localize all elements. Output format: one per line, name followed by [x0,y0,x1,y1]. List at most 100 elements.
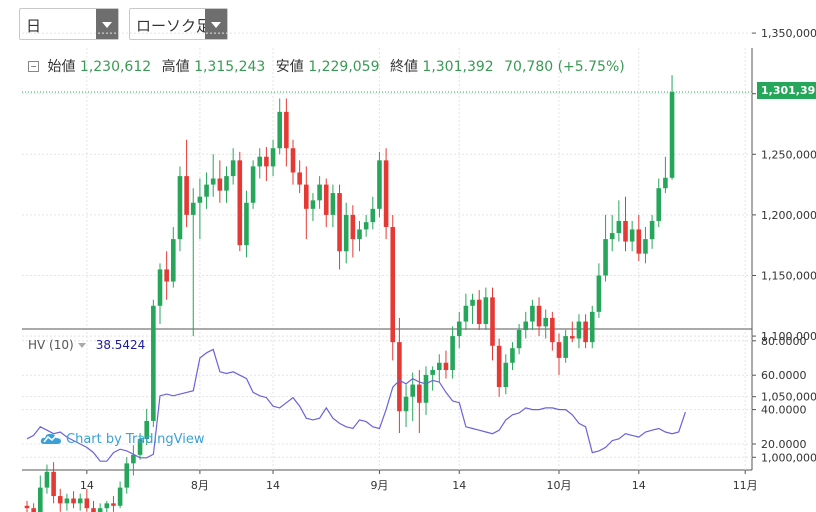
candle-up [456,321,462,337]
close-label: 終値 [389,59,418,75]
candle-up [124,463,130,488]
candle-up [483,297,489,324]
candle-down [91,508,96,512]
candle-down [443,362,449,371]
candle-up [363,222,369,230]
candle-up [563,336,568,358]
candle-up [669,92,675,178]
chart-style-value: ローソク足 [136,17,212,35]
candle-down [84,498,90,509]
candle-down [383,160,389,228]
candle-up [104,503,110,509]
candle-up [357,229,362,240]
candle-up [44,471,50,488]
tradingview-watermark[interactable]: Chart by TradingView [40,431,204,447]
open-value: 1,230,612 [79,59,152,75]
candle-down [71,498,76,504]
candle-down [297,172,302,185]
candle-down [51,471,56,497]
hv-line [26,348,686,462]
candle-up [643,239,648,254]
candle-down [636,229,642,254]
candle-down [350,214,356,240]
candle-down [290,148,296,173]
candle-up [197,196,203,203]
candle-down [217,178,223,191]
interval-value: 日 [26,17,42,35]
hv-value: 38.5424 [95,338,146,352]
candle-up [77,498,83,504]
watermark-text: Chart by TradingView [66,432,205,447]
candle-up [649,220,655,240]
chevron-down-icon[interactable] [77,343,86,348]
high-label: 高値 [161,59,190,75]
candle-down [304,184,309,209]
hv-tick-label: 80.0000 [761,335,807,348]
time-tick-label: 14 [632,479,646,492]
candle-down [397,342,402,412]
candle-down [556,342,562,358]
change-value: 70,780 (+5.75%) [504,59,625,75]
candle-down [24,505,30,509]
hv-tick-label: 60.0000 [761,369,807,382]
candle-up [370,208,376,223]
candle-up [310,200,316,209]
candle-down [284,111,289,149]
candle-up [437,362,442,371]
candle-down [390,227,396,343]
chart-style-select[interactable]: ローソク足 [129,8,228,40]
candle-up [244,202,249,246]
price-tick-label: 1,100,000 [761,330,816,343]
candle-up [210,178,216,185]
collapse-icon[interactable] [28,61,39,72]
candle-down [476,299,482,324]
low-label: 安値 [275,59,304,75]
interval-select[interactable]: 日 [19,8,119,40]
candle-down [111,503,116,506]
candle-up [576,321,582,339]
candle-up [230,160,236,177]
candle-up [131,454,136,464]
candle-up [177,176,183,240]
candle-up [151,305,156,421]
candle-up [330,193,336,215]
time-tick-label: 9月 [370,479,388,492]
candle-up [257,156,263,167]
candle-up [250,166,256,203]
hv-tick-label: 40.0000 [761,404,807,417]
candle-down [31,508,36,512]
chevron-down-icon[interactable] [205,9,227,39]
hv-legend: HV (10) 38.5424 [28,338,145,352]
candle-down [264,156,269,167]
candle-up [609,233,615,240]
price-tick-label: 1,350,000 [761,27,816,40]
candle-up [410,384,415,397]
candle-up [530,305,535,322]
time-tick-label: 10月 [547,479,572,492]
candle-up [663,177,668,189]
candle-down [337,193,342,252]
chevron-down-icon[interactable] [96,9,118,39]
price-tick-label: 1,150,000 [761,269,816,282]
candle-up [403,396,409,412]
candle-up [343,214,349,252]
candle-up [603,239,608,276]
candle-up [516,330,522,349]
candle-up [277,111,282,149]
price-tick-label: 1,050,000 [761,391,816,404]
candle-down [184,176,189,215]
candle-down [496,345,502,387]
candle-up [38,487,43,512]
candle-down [583,321,588,343]
candle-up [64,498,70,504]
candle-up [450,336,455,371]
candle-up [270,148,276,167]
candle-up [510,348,515,363]
candle-up [470,299,475,306]
open-label: 始値 [47,59,76,75]
candle-up [224,176,229,191]
candle-up [463,305,469,322]
candle-up [503,362,509,387]
candle-up [596,275,602,312]
